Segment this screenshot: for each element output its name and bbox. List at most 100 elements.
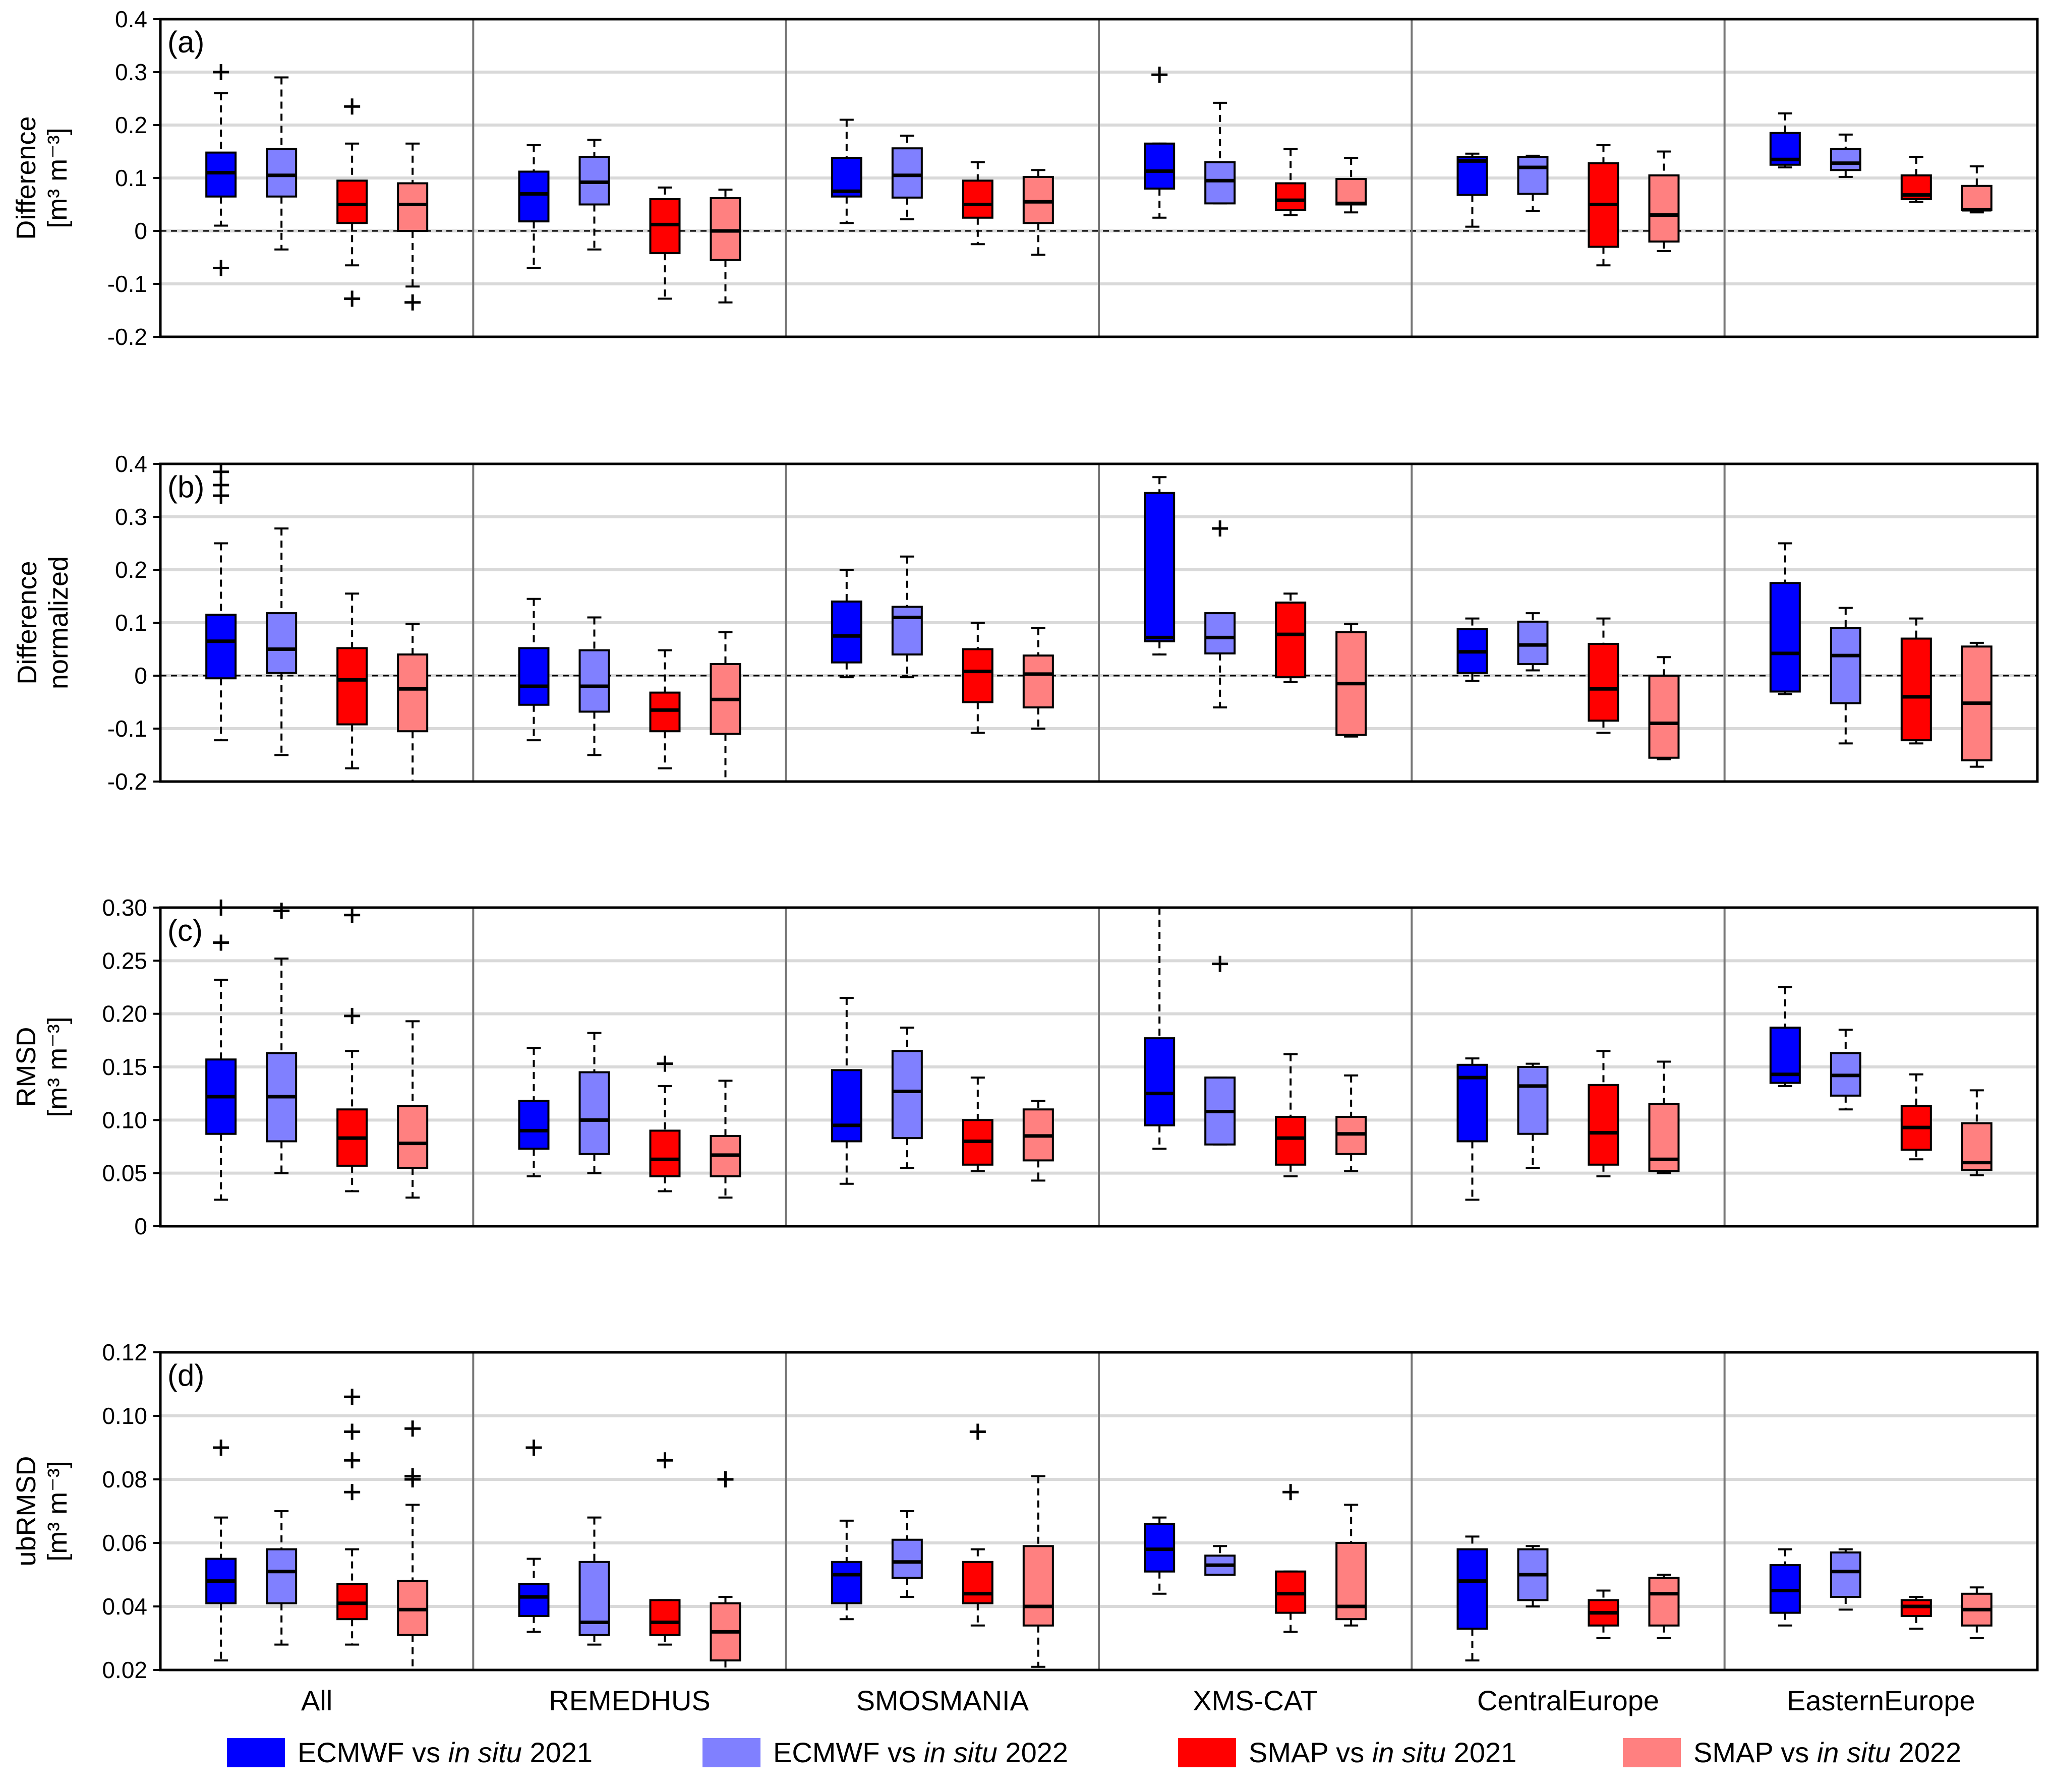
legend-label-part: 2022 — [998, 1737, 1068, 1768]
box-ecmwf_2022-SMOSMANIA — [891, 555, 923, 679]
box-body — [397, 182, 429, 232]
panel-label: (c) — [167, 914, 203, 947]
category-label: EasternEurope — [1787, 1685, 1975, 1716]
legend-item-ecmwf_2021: ECMWF vs in situ 2021 — [227, 1737, 593, 1768]
box-ecmwf_2022-CentralEurope — [1517, 612, 1549, 672]
box-smap_2021-SMOSMANIA — [962, 622, 993, 734]
box-body — [831, 1069, 862, 1143]
category-label: SMOSMANIA — [856, 1685, 1029, 1716]
y-tick-label: 0.3 — [115, 59, 147, 85]
box-ecmwf_2021-SMOSMANIA — [831, 569, 862, 679]
box-smap_2022-XMS-CAT — [1335, 623, 1367, 738]
box-body — [397, 653, 429, 733]
box-body — [397, 1105, 429, 1169]
box-smap_2022-EasternEurope — [1961, 1586, 1992, 1639]
y-tick-label: 0.04 — [102, 1593, 147, 1620]
box-smap_2022-XMS-CAT — [1335, 157, 1367, 214]
legend-swatch — [1623, 1738, 1681, 1767]
box-ecmwf_2021-REMEDHUS — [518, 144, 550, 269]
box-smap_2021-REMEDHUS — [649, 186, 681, 300]
box-smap_2021-CentralEurope — [1588, 617, 1619, 734]
legend-label-part: SMAP vs — [1249, 1737, 1372, 1768]
y-tick-label: 0.02 — [102, 1657, 147, 1683]
box-smap_2022-SMOSMANIA — [1022, 169, 1054, 256]
box-body — [266, 1548, 298, 1604]
box-smap_2021-EasternEurope — [1900, 1596, 1932, 1630]
panel-c: 0.30 0.25 0.20 0.15 0.10 0.05 0 (c) RMSD[m³ m⁻³] — [11, 894, 2039, 1239]
box-body — [831, 601, 862, 664]
legend-label-italic: in situ — [448, 1737, 522, 1768]
y-tick-label: 0.30 — [102, 894, 147, 921]
panel-frame — [159, 462, 2039, 783]
panel-d: 0.12 0.10 0.08 0.06 0.04 0.02 (d) ubRMSD[m³ m⁻³… — [11, 1339, 2039, 1683]
box-body — [266, 612, 298, 674]
box-ecmwf_2022-EasternEurope — [1830, 1548, 1861, 1611]
box-body — [649, 691, 681, 733]
y-axis-label: ubRMSD[m³ m⁻³] — [11, 1456, 73, 1566]
legend-label-italic: in situ — [1372, 1737, 1446, 1768]
y-axis-label-line: normalized — [43, 556, 74, 689]
box-smap_2021-CentralEurope — [1588, 1050, 1619, 1177]
y-tick-label: -0.2 — [107, 324, 147, 350]
box-ecmwf_2021-XMS-CAT — [1144, 476, 1176, 655]
y-tick-label: 0 — [134, 1213, 147, 1239]
y-tick-label: 0 — [134, 218, 147, 244]
box-smap_2021-All — [336, 592, 368, 769]
box-body — [1022, 175, 1054, 224]
box-smap_2021-All — [336, 1389, 368, 1646]
category-label: CentralEurope — [1477, 1685, 1659, 1716]
box-ecmwf_2021-All — [205, 900, 237, 1201]
box-body — [1144, 1037, 1176, 1126]
box-ecmwf_2022-XMS-CAT — [1204, 1545, 1236, 1576]
box-body — [518, 1100, 550, 1150]
box-body — [649, 1129, 681, 1177]
y-axis-label: RMSD[m³ m⁻³] — [11, 1017, 73, 1117]
panel-b: 0.4 0.3 0.2 0.1 0 -0.1 -0.2 (b) Differencenormal… — [12, 451, 2039, 795]
box-ecmwf_2021-EasternEurope — [1769, 542, 1801, 695]
y-tick-label: 0.2 — [115, 112, 147, 138]
box-smap_2022-XMS-CAT — [1335, 1074, 1367, 1172]
box-smap_2022-All — [397, 1420, 429, 1671]
y-axis-label-line: Difference — [11, 116, 41, 240]
panel-label: (a) — [167, 25, 204, 59]
box-body — [205, 151, 237, 198]
box-smap_2022-All — [397, 623, 429, 783]
box-body — [1648, 675, 1680, 759]
box-smap_2021-EasternEurope — [1900, 156, 1932, 203]
box-smap_2021-SMOSMANIA — [962, 1423, 993, 1627]
box-smap_2021-EasternEurope — [1900, 1073, 1932, 1161]
box-body — [1335, 178, 1367, 206]
legend-label-part: SMAP vs — [1693, 1737, 1817, 1768]
box-smap_2021-SMOSMANIA — [962, 1077, 993, 1172]
box-body — [649, 1599, 681, 1636]
y-tick-label: -0.1 — [107, 271, 147, 297]
box-smap_2022-CentralEurope — [1648, 1574, 1680, 1639]
box-smap_2022-All — [397, 142, 429, 311]
box-body — [205, 614, 237, 680]
box-smap_2021-REMEDHUS — [649, 1452, 681, 1646]
box-ecmwf_2022-REMEDHUS — [578, 616, 610, 756]
box-body — [518, 647, 550, 706]
box-smap_2022-SMOSMANIA — [1022, 1100, 1054, 1182]
legend-swatch — [227, 1738, 285, 1767]
legend-label-italic: in situ — [1817, 1737, 1891, 1768]
box-ecmwf_2022-All — [266, 76, 298, 251]
box-smap_2022-EasternEurope — [1961, 641, 1992, 768]
box-ecmwf_2021-CentralEurope — [1456, 1057, 1488, 1201]
box-body — [1144, 492, 1176, 642]
y-axis-label-line: Difference — [12, 561, 42, 684]
box-ecmwf_2022-SMOSMANIA — [891, 1027, 923, 1169]
box-ecmwf_2021-CentralEurope — [1456, 617, 1488, 682]
box-smap_2021-All — [336, 907, 368, 1192]
legend-label-part: ECMWF vs — [298, 1737, 448, 1768]
box-ecmwf_2022-REMEDHUS — [578, 1516, 610, 1646]
box-smap_2022-REMEDHUS — [710, 631, 741, 783]
box-body — [1648, 1577, 1680, 1627]
box-body — [1588, 1084, 1619, 1166]
box-body — [1275, 182, 1307, 211]
box-ecmwf_2022-CentralEurope — [1517, 1062, 1549, 1169]
box-ecmwf_2022-XMS-CAT — [1204, 520, 1236, 708]
y-tick-label: 0.2 — [115, 557, 147, 583]
y-tick-label: -0.1 — [107, 715, 147, 742]
